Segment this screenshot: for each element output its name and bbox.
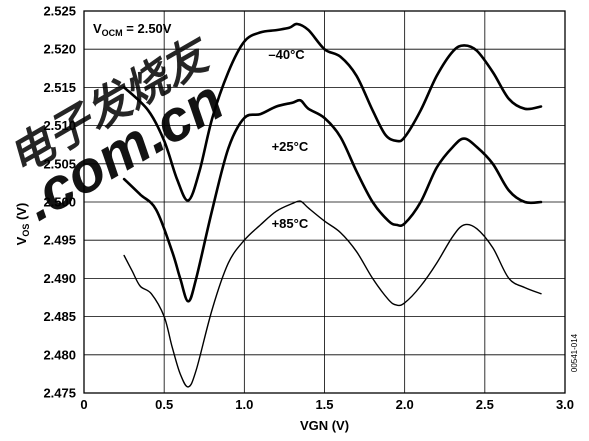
x-tick-label: 1.5 [315, 397, 333, 412]
series-line-0 [122, 22, 543, 202]
y-tick-labels: 2.475 2.480 2.485 2.490 2.495 2.500 2.505 2.510… [43, 4, 76, 401]
x-axis-label: VGN (V) [300, 418, 349, 433]
y-tick-label: 2.480 [43, 347, 76, 362]
chart-grid [84, 11, 565, 393]
y-tick-label: 2.500 [43, 195, 76, 210]
x-tick-label: 2.5 [476, 397, 494, 412]
x-tick-label: 0 [80, 397, 87, 412]
series-line-2 [123, 200, 542, 388]
y-axis-label: VOS (V) [14, 203, 31, 246]
y-tick-label: 2.520 [43, 42, 76, 57]
series-labels: –40°C +25°C +85°C [268, 47, 308, 231]
vocm-rest: = 2.50V [123, 21, 172, 36]
y-tick-label: 2.515 [43, 80, 76, 95]
y-tick-label: 2.525 [43, 4, 76, 19]
y-axis-label-main: V [14, 236, 29, 245]
y-tick-label: 2.505 [43, 156, 76, 171]
y-tick-label: 2.495 [43, 233, 76, 248]
vocm-sub: OCM [102, 28, 123, 38]
y-tick-label: 2.475 [43, 386, 76, 401]
y-axis-label-unit: (V) [14, 203, 29, 224]
x-tick-label: 0.5 [155, 397, 173, 412]
series-lines [122, 22, 543, 388]
series-line-1 [122, 98, 543, 303]
y-tick-label: 2.510 [43, 118, 76, 133]
y-axis-label-sub: OS [21, 224, 31, 237]
series-label: –40°C [268, 47, 305, 62]
figure-id-label: 00541-014 [570, 333, 579, 372]
x-tick-label: 3.0 [556, 397, 574, 412]
series-label: +25°C [272, 139, 309, 154]
plot-frame [83, 10, 566, 394]
x-tick-label: 2.0 [396, 397, 414, 412]
x-tick-label: 1.0 [235, 397, 253, 412]
series-label: +85°C [272, 216, 309, 231]
vocm-main: V [93, 21, 102, 36]
y-tick-label: 2.485 [43, 309, 76, 324]
x-tick-labels: 0 0.5 1.0 1.5 2.0 2.5 3.0 [80, 397, 574, 412]
vocm-annotation: VOCM = 2.50V [93, 21, 172, 38]
y-tick-label: 2.490 [43, 271, 76, 286]
